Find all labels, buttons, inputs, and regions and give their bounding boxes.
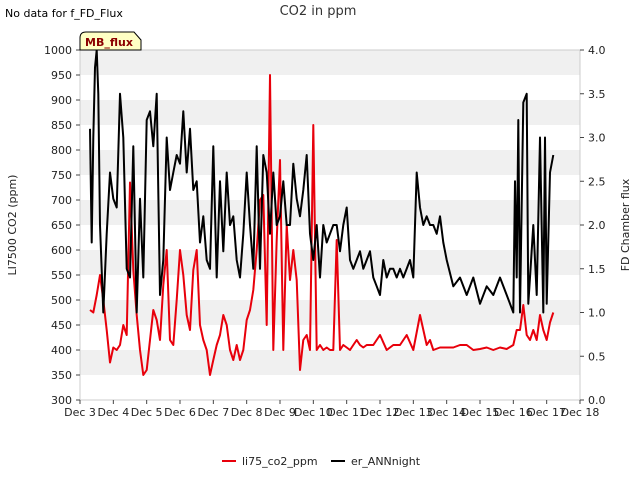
y-tick-label: 700 (51, 194, 72, 207)
x-tick-label: Dec 7 (197, 406, 229, 419)
y-tick-label: 500 (51, 294, 72, 307)
grid-band (80, 50, 580, 75)
grid-band (80, 150, 580, 175)
y-tick-label: 650 (51, 219, 72, 232)
x-tick-label: Dec 11 (327, 406, 366, 419)
grid-band (80, 350, 580, 375)
x-tick-label: Dec 17 (527, 406, 566, 419)
legend-label: er_ANNnight (351, 455, 421, 468)
x-tick-label: Dec 10 (294, 406, 333, 419)
x-tick-label: Dec 14 (427, 406, 466, 419)
x-tick-label: Dec 3 (64, 406, 96, 419)
y-tick-label: 550 (51, 269, 72, 282)
y2-tick-label: 2.5 (588, 175, 606, 188)
x-tick-label: Dec 8 (231, 406, 263, 419)
grid-band (80, 300, 580, 325)
y-axis-title: LI7500 CO2 (ppm) (6, 175, 19, 276)
y2-tick-label: 0.5 (588, 350, 606, 363)
x-tick-label: Dec 18 (561, 406, 600, 419)
grid-bands (80, 50, 580, 375)
y2-axis-title: FD Chamber flux (619, 178, 632, 271)
y-axis-ticks: 300 350 400 450 500 550 600 650 700 750 800 850 900 9… (44, 44, 80, 407)
y-tick-label: 900 (51, 94, 72, 107)
mb-flux-badge: MB_flux (79, 31, 142, 51)
grid-band (80, 250, 580, 275)
legend-label: li75_co2_ppm (242, 455, 318, 468)
y2-axis-ticks: 0.0 0.5 1.0 1.5 2.0 2.5 3.0 3.5 4.0 (580, 44, 606, 407)
y-tick-label: 600 (51, 244, 72, 257)
y2-tick-label: 3.5 (588, 88, 606, 101)
y-tick-label: 350 (51, 369, 72, 382)
y2-tick-label: 1.5 (588, 263, 606, 276)
y2-tick-label: 4.0 (588, 44, 606, 57)
x-tick-label: Dec 9 (264, 406, 296, 419)
y-tick-label: 300 (51, 394, 72, 407)
series-line-er_ANNnight (89, 49, 555, 314)
grid-band (80, 100, 580, 125)
y-tick-label: 450 (51, 319, 72, 332)
x-tick-label: Dec 15 (461, 406, 500, 419)
y-tick-label: 800 (51, 144, 72, 157)
y2-tick-label: 3.0 (588, 132, 606, 145)
grid-band (80, 200, 580, 225)
y-tick-label: 750 (51, 169, 72, 182)
y-tick-label: 950 (51, 69, 72, 82)
x-tick-label: Dec 4 (97, 406, 129, 419)
y2-tick-label: 0.0 (588, 394, 606, 407)
badge-label: MB_flux (85, 36, 133, 49)
x-tick-label: Dec 13 (394, 406, 433, 419)
chart-title: CO2 in ppm (280, 4, 357, 19)
y2-tick-label: 1.0 (588, 307, 606, 320)
y-tick-label: 850 (51, 119, 72, 132)
x-tick-label: Dec 12 (361, 406, 400, 419)
x-tick-label: Dec 6 (164, 406, 196, 419)
series-layer (89, 49, 555, 376)
x-tick-label: Dec 5 (131, 406, 163, 419)
no-data-note: No data for f_FD_Flux (5, 7, 123, 20)
y2-tick-label: 2.0 (588, 219, 606, 232)
legend: li75_co2_ppm er_ANNnight (222, 455, 421, 468)
y-tick-label: 1000 (44, 44, 72, 57)
y-tick-label: 400 (51, 344, 72, 357)
x-tick-label: Dec 16 (494, 406, 533, 419)
